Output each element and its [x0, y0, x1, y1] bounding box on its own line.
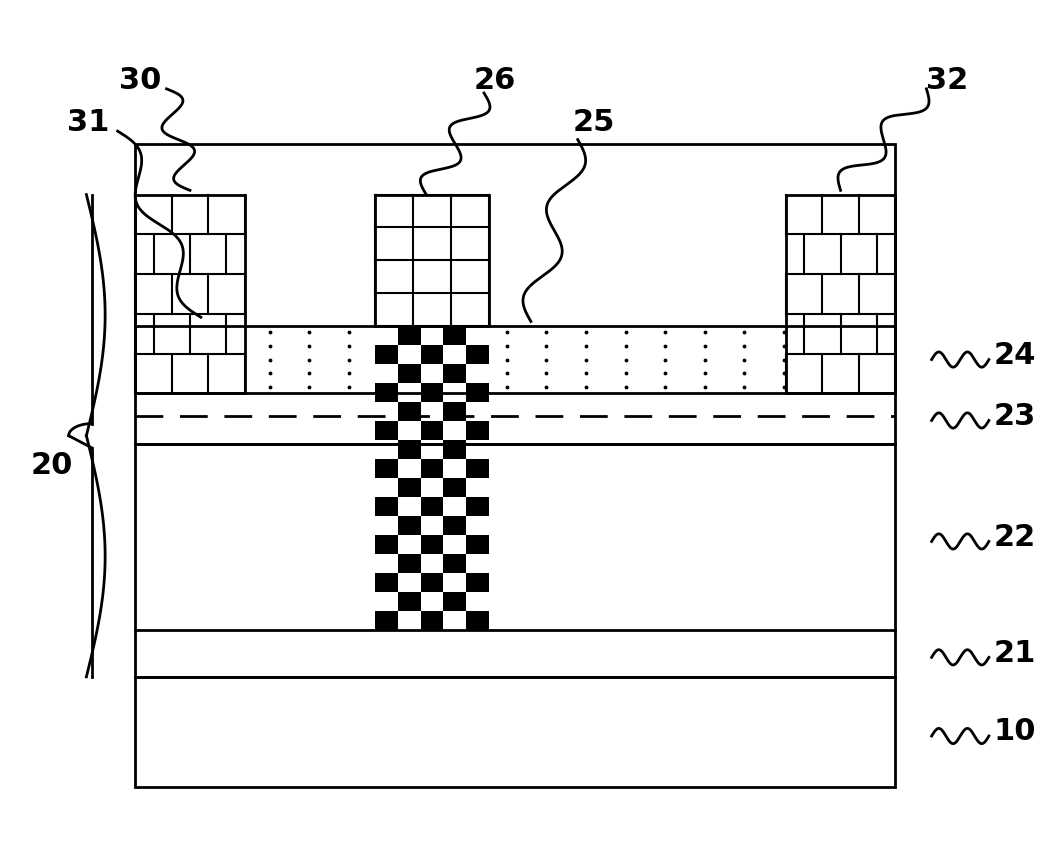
Bar — [375, 497, 398, 516]
Bar — [398, 554, 421, 574]
Text: 24: 24 — [994, 341, 1036, 370]
Bar — [375, 195, 490, 326]
Bar — [467, 382, 490, 402]
Bar — [444, 592, 467, 611]
Bar — [398, 592, 421, 611]
Bar — [398, 516, 421, 536]
Bar — [375, 421, 398, 440]
Bar — [421, 497, 444, 516]
Bar — [467, 345, 490, 364]
Bar — [135, 677, 895, 787]
Bar — [444, 326, 467, 345]
Bar — [375, 326, 490, 630]
Bar — [398, 364, 421, 382]
Bar — [398, 326, 421, 345]
Bar — [135, 393, 895, 444]
Text: 30: 30 — [120, 66, 162, 95]
Bar — [421, 421, 444, 440]
Bar — [135, 195, 245, 393]
Bar — [135, 444, 895, 630]
Bar — [444, 516, 467, 536]
Bar — [467, 536, 490, 554]
Bar — [421, 382, 444, 402]
Bar — [375, 345, 398, 364]
Bar — [421, 345, 444, 364]
Text: 31: 31 — [68, 108, 109, 137]
Bar — [467, 459, 490, 478]
Bar — [398, 440, 421, 459]
Text: 25: 25 — [572, 108, 615, 137]
Bar — [467, 574, 490, 592]
Text: 26: 26 — [473, 66, 516, 95]
Text: 32: 32 — [926, 66, 968, 95]
Bar — [135, 144, 895, 787]
Bar — [421, 611, 444, 630]
Bar — [421, 536, 444, 554]
Bar — [375, 611, 398, 630]
Text: 21: 21 — [994, 639, 1036, 667]
Bar — [398, 402, 421, 421]
Bar — [444, 402, 467, 421]
Text: 23: 23 — [994, 402, 1036, 431]
Bar — [786, 195, 895, 393]
Bar — [375, 382, 398, 402]
Bar — [398, 478, 421, 497]
Bar — [467, 611, 490, 630]
Bar — [467, 497, 490, 516]
Bar — [421, 459, 444, 478]
Bar — [444, 440, 467, 459]
Bar — [375, 574, 398, 592]
Bar — [444, 554, 467, 574]
Bar — [444, 478, 467, 497]
Bar — [375, 459, 398, 478]
Bar — [421, 574, 444, 592]
Text: 22: 22 — [994, 523, 1036, 552]
Bar — [135, 326, 895, 393]
Bar — [467, 421, 490, 440]
Bar — [135, 630, 895, 677]
Text: 20: 20 — [31, 451, 73, 480]
Bar — [444, 364, 467, 382]
Text: 10: 10 — [994, 717, 1036, 746]
Bar — [375, 536, 398, 554]
